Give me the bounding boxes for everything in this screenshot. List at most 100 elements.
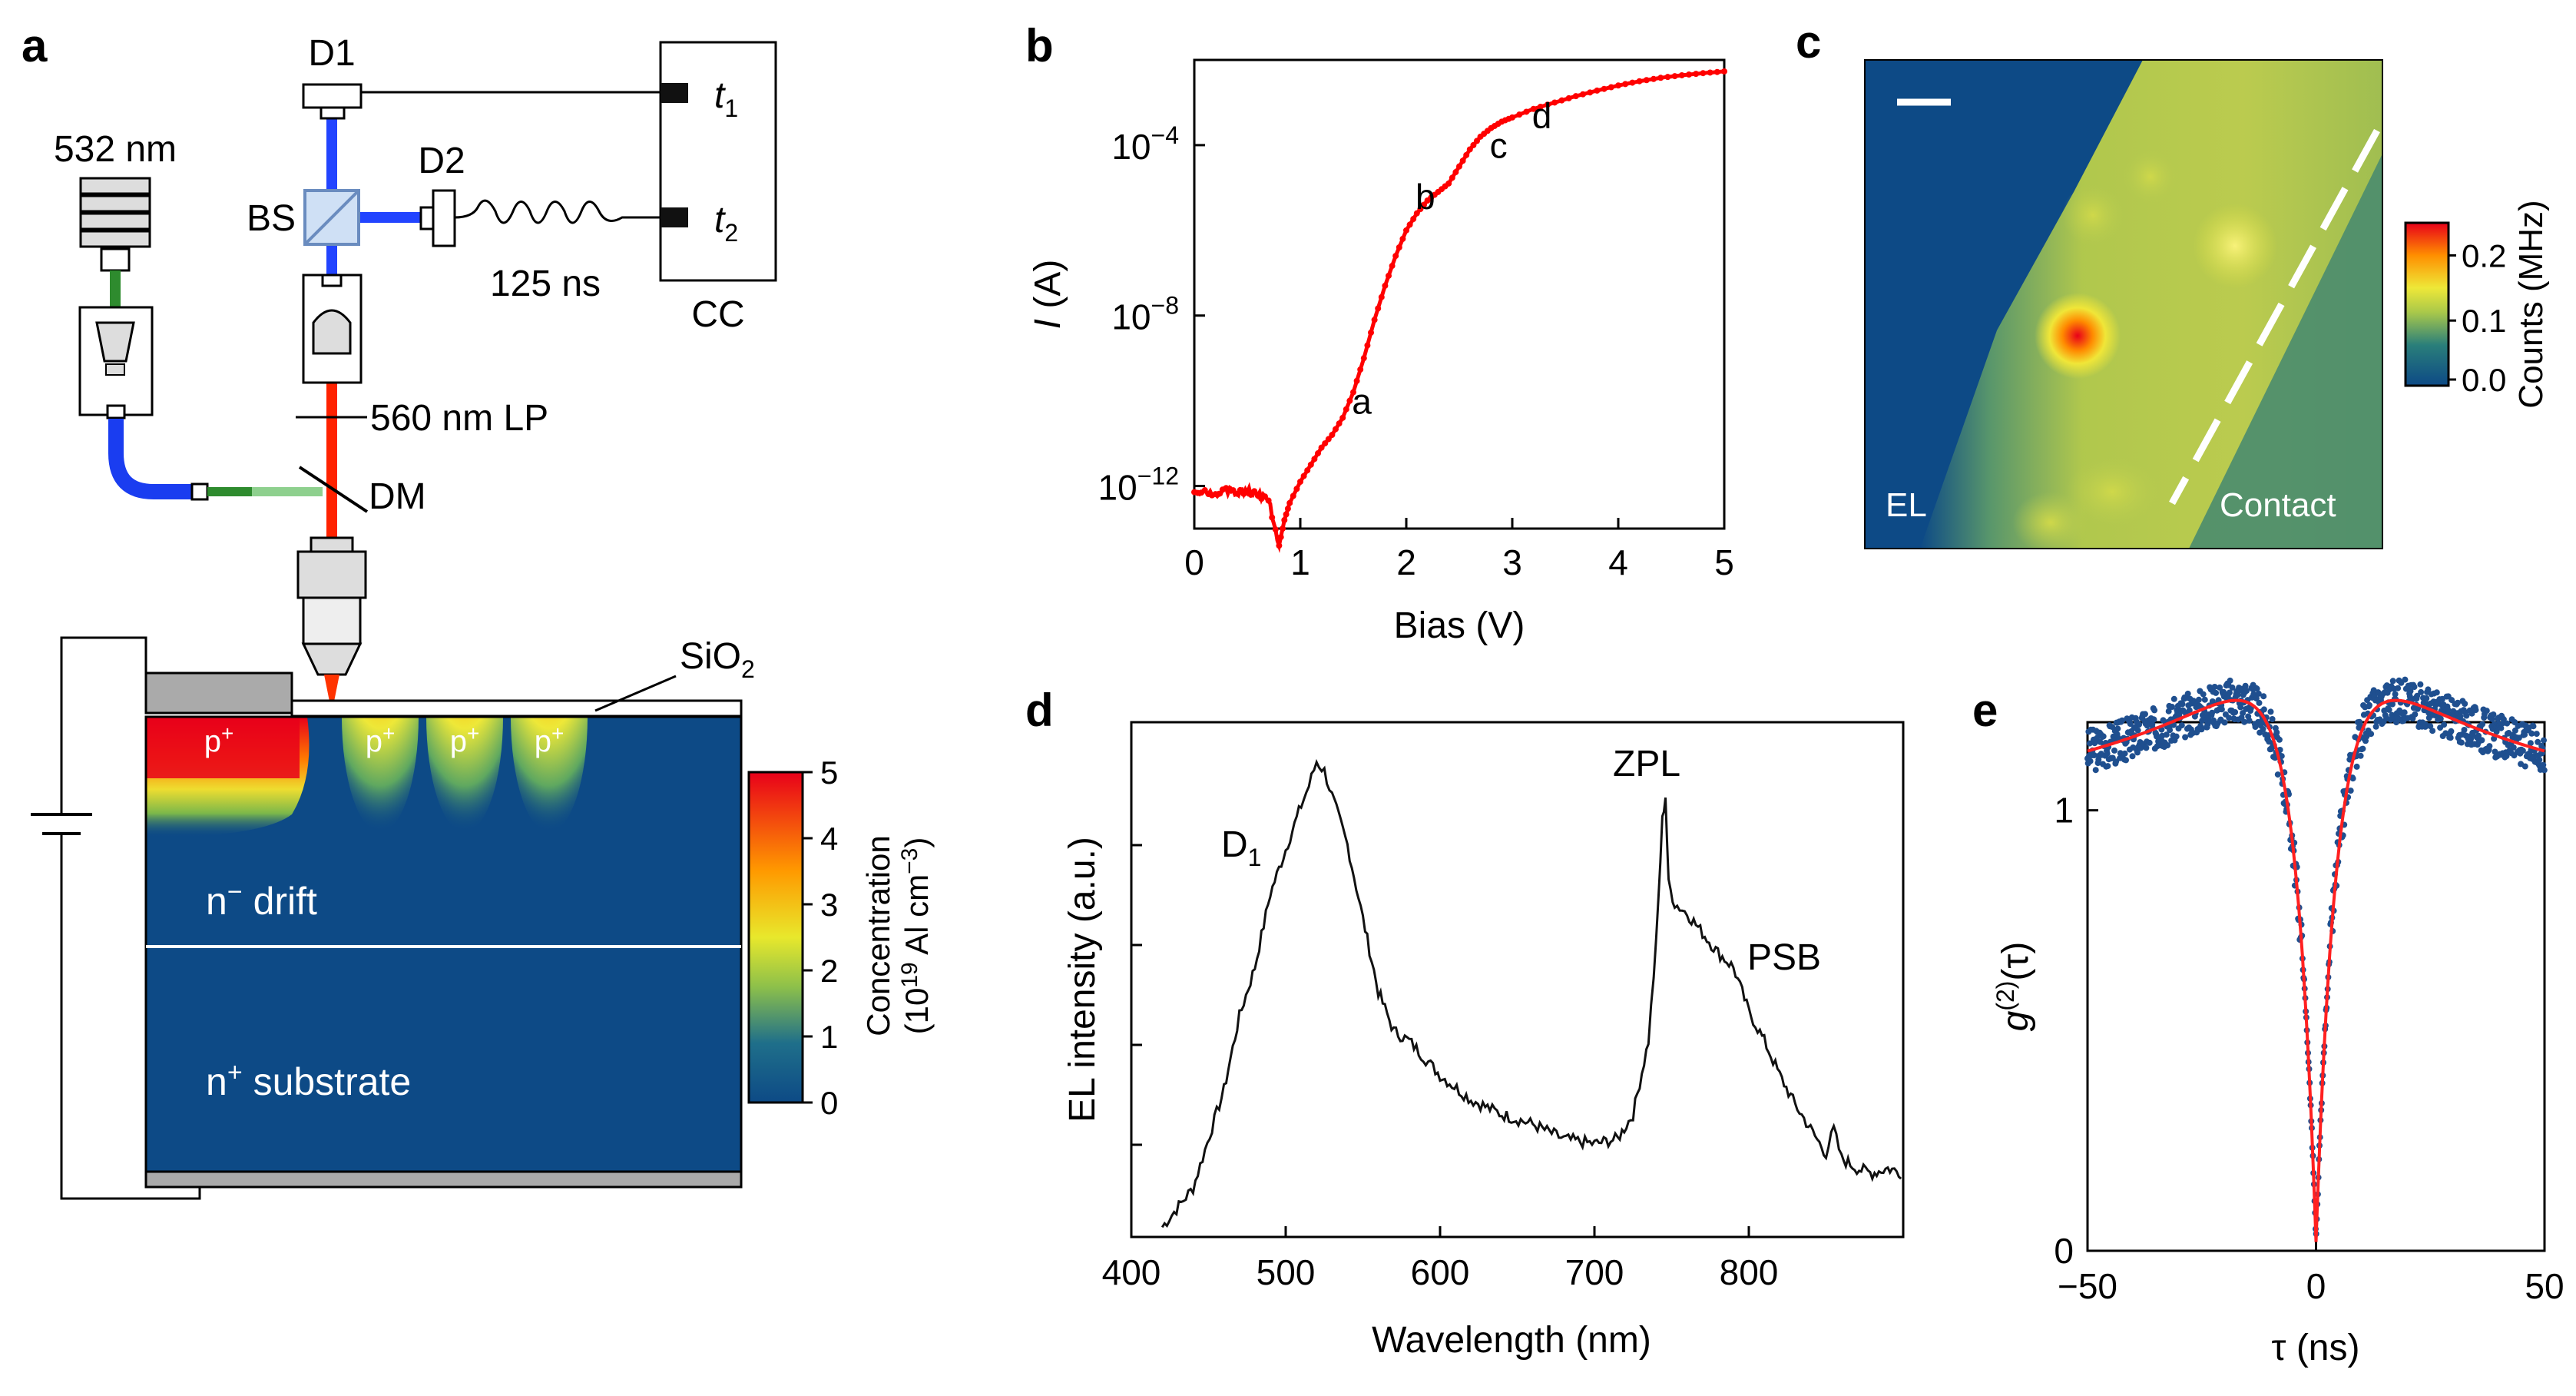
plot-e-point [2504,721,2510,727]
plot-b-point [1343,406,1349,413]
plot-e-point [2174,734,2180,740]
plot-b-point [1372,317,1378,323]
plot-b-xtick-label: 5 [1714,542,1734,582]
colorbar-c [2405,223,2449,386]
plot-e-point [2478,737,2485,743]
colorbar-a-tick-label: 3 [820,887,838,923]
plot-e-point [2462,727,2468,733]
detector-d2 [421,191,455,246]
plot-e-point [2463,713,2469,719]
plot-b-point [1587,89,1593,95]
plot-e-point [2222,719,2228,725]
panel-label-b: b [1025,20,1054,71]
plot-b-point [1280,526,1286,532]
plot-b-point [1407,221,1413,227]
plot-e-point [2531,723,2537,729]
plot-e-point [2135,728,2141,734]
panel-a: a 532 nm D1 [22,20,935,1199]
plot-b-xtick-label: 0 [1184,542,1204,582]
plot-b-point [1364,343,1370,349]
plot-b-point [1672,73,1678,79]
plot-e-point [2111,748,2117,754]
colorbar-a-tick-label: 1 [820,1019,838,1055]
plot-b-point [1615,82,1621,88]
plot-b-point [1339,415,1346,421]
plot-b-point [1622,81,1628,87]
plot-e-point [2260,693,2266,699]
plot-e-point [2402,677,2408,683]
cc-port-2 [661,207,688,227]
plot-e-point [2541,767,2548,773]
plot-b-point [1721,68,1727,75]
plot-d-xtick-label: 400 [1102,1252,1161,1292]
sio2-label: SiO2 [680,636,755,683]
laser-label: 532 nm [54,129,177,170]
plot-e-point [2143,744,2149,751]
plot-e-point [2534,731,2540,737]
plot-b-ytick-label: 10−8 [1111,292,1179,337]
plot-b-point [1336,420,1343,426]
top-contact [146,673,292,713]
plot-e-point [2142,711,2148,717]
drift-label: n− drift [206,877,317,923]
plot-b-point [1523,108,1529,114]
plot-e-xlabel: τ (ns) [2272,1328,2360,1368]
plot-e-point [2227,678,2233,684]
plot-e-point [2484,708,2490,714]
plot-e-point [2114,725,2121,731]
plot-b-point [1311,456,1317,462]
plot-e-point [2256,700,2263,706]
plot-b-point [1290,492,1296,499]
plot-e-point [2392,691,2399,698]
plot-e-point [2151,716,2157,722]
plot-e-point [2136,721,2142,728]
plot-b-point [1679,72,1685,78]
plot-b-point [1463,152,1469,158]
plot-d-xlabel: Wavelength (nm) [1372,1320,1651,1361]
plot-b-point [1693,71,1699,77]
plot-e-point [2088,758,2094,764]
plot-b-point [1333,426,1339,433]
plot-e-point [2366,702,2372,708]
plot-e-point [2448,728,2454,734]
plot-b-point [1509,114,1515,121]
plot-b-point [1329,432,1335,438]
delay-line [455,201,661,223]
panel-b: b 0 1 2 3 4 510−1210−810−4abcd Bias (V) I (A) [1025,20,1734,646]
plot-b-point [1664,74,1670,80]
plot-e-point [2261,706,2267,712]
colorbar-a [749,772,803,1103]
plot-b-ytick-label: 10−12 [1098,463,1179,508]
plot-b-xtick-label: 3 [1502,542,1522,582]
colorbar-a-tick-label: 0 [820,1085,838,1121]
plot-e-point [2200,691,2207,698]
panel-label-a: a [22,20,48,71]
plot-e-point [2202,697,2208,703]
colorbar-c-title: Counts (MHz) [2512,200,2550,408]
d2-label: D2 [418,141,465,181]
plot-e-point [2458,740,2465,746]
plot-b-point [1285,506,1291,512]
dm-label: DM [369,476,426,517]
plot-e-point [2540,762,2546,768]
plot-b-point [1551,99,1558,105]
plot-b-xtick-label: 1 [1290,542,1310,582]
plot-b-point [1700,70,1706,76]
plot-b-point [1452,169,1459,175]
plot-e-point [2429,728,2435,734]
plot-b-point [1456,164,1462,170]
plot-b-point [1386,273,1392,279]
plot-b-point [1707,69,1713,75]
plot-e-point [2441,721,2447,728]
plot-b-point [1293,486,1300,492]
plot-b-annotation: c [1490,126,1508,166]
plot-e-point [2417,681,2423,688]
plot-b-point [1644,77,1650,83]
plot-b-point [1286,500,1293,506]
plot-b-point [1281,517,1287,523]
plot-b-point [1651,76,1657,82]
plot-e-point [2182,734,2188,741]
plot-b-point [1301,473,1307,479]
psb-peak-label: PSB [1747,937,1821,978]
plot-e-point [2232,709,2238,715]
